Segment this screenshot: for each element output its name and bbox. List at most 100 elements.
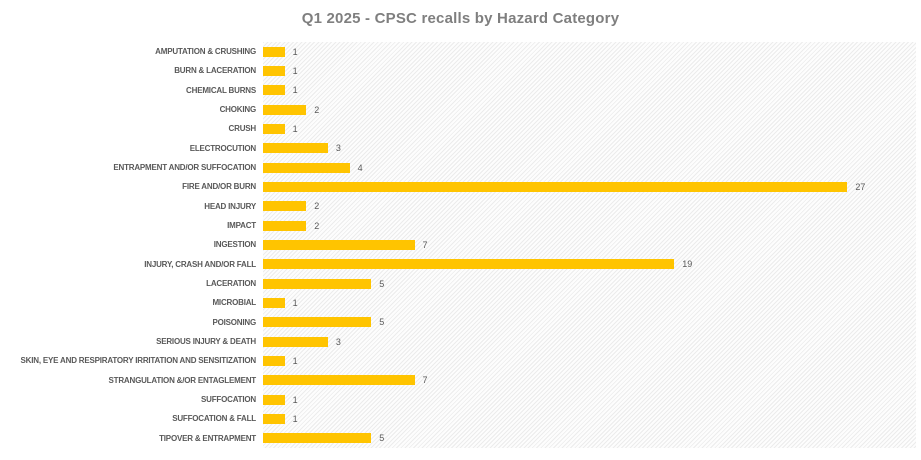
bar-track: 5 xyxy=(263,313,921,332)
bar xyxy=(263,85,285,96)
value-label: 7 xyxy=(422,239,428,250)
bar-track: 4 xyxy=(263,158,921,177)
value-label: 1 xyxy=(292,123,298,134)
bar-track: 1 xyxy=(263,61,921,80)
bar xyxy=(263,336,328,347)
bar xyxy=(263,433,372,444)
category-label: BURN & LACERATION xyxy=(174,66,256,76)
bar-track: 1 xyxy=(263,390,921,409)
chart-title: Q1 2025 - CPSC recalls by Hazard Categor… xyxy=(301,10,620,27)
value-label: 1 xyxy=(292,46,298,57)
category-label: ELECTROCUTION xyxy=(189,143,256,153)
bar-track: 2 xyxy=(263,216,921,235)
chart-row: INGESTION 7 xyxy=(0,235,921,254)
chart-row: LACERATION 5 xyxy=(0,274,921,293)
bar xyxy=(263,201,307,212)
category-label: INJURY, CRASH AND/OR FALL xyxy=(144,259,256,269)
chart-row: MICROBIAL 1 xyxy=(0,293,921,312)
chart-row: IMPACT 2 xyxy=(0,216,921,235)
chart-row: STRANGULATION &/OR ENTAGLEMENT 7 xyxy=(0,371,921,390)
value-label: 1 xyxy=(292,394,298,405)
category-label: SUFFOCATION & FALL xyxy=(172,414,256,424)
chart-row: CHEMICAL BURNS 1 xyxy=(0,81,921,100)
chart-row: POISONING 5 xyxy=(0,313,921,332)
chart-rows: AMPUTATION & CRUSHING 1 BURN & LACERATION 1… xyxy=(0,42,921,448)
bar xyxy=(263,297,285,308)
chart-row: SUFFOCATION & FALL 1 xyxy=(0,409,921,428)
bar-track: 1 xyxy=(263,293,921,312)
category-label: IMPACT xyxy=(227,221,256,231)
chart-row: AMPUTATION & CRUSHING 1 xyxy=(0,42,921,61)
bar-track: 5 xyxy=(263,429,921,448)
category-label: SKIN, EYE AND RESPIRATORY IRRITATION AND… xyxy=(20,356,257,366)
category-label: POISONING xyxy=(212,317,256,327)
value-label: 1 xyxy=(292,355,298,366)
chart-row: SERIOUS INJURY & DEATH 3 xyxy=(0,332,921,351)
value-label: 7 xyxy=(422,375,428,386)
bar-track: 7 xyxy=(263,235,921,254)
bar-track: 7 xyxy=(263,371,921,390)
bar-track: 27 xyxy=(263,177,921,196)
value-label: 2 xyxy=(314,220,320,231)
bar-track: 1 xyxy=(263,409,921,428)
chart-row: SUFFOCATION 1 xyxy=(0,390,921,409)
chart-row: CHOKING 2 xyxy=(0,100,921,119)
bar xyxy=(263,413,285,424)
value-label: 19 xyxy=(682,259,693,270)
category-label: SUFFOCATION xyxy=(201,395,256,405)
chart-row: SKIN, EYE AND RESPIRATORY IRRITATION AND… xyxy=(0,351,921,370)
value-label: 5 xyxy=(379,433,385,444)
bar xyxy=(263,65,285,76)
category-label: ENTRAPMENT AND/OR SUFFOCATION xyxy=(113,163,256,173)
chart-row: CRUSH 1 xyxy=(0,119,921,138)
chart-row: ENTRAPMENT AND/OR SUFFOCATION 4 xyxy=(0,158,921,177)
bar-track: 1 xyxy=(263,42,921,61)
chart-row: FIRE AND/OR BURN 27 xyxy=(0,177,921,196)
value-label: 3 xyxy=(335,336,341,347)
bar xyxy=(263,181,848,192)
bar-track: 1 xyxy=(263,119,921,138)
bar-track: 2 xyxy=(263,197,921,216)
value-label: 2 xyxy=(314,104,320,115)
bar-track: 2 xyxy=(263,100,921,119)
value-label: 27 xyxy=(855,181,866,192)
chart-row: INJURY, CRASH AND/OR FALL 19 xyxy=(0,255,921,274)
bar xyxy=(263,278,372,289)
bar xyxy=(263,239,415,250)
value-label: 3 xyxy=(335,143,341,154)
bar-track: 1 xyxy=(263,81,921,100)
category-label: CHOKING xyxy=(219,105,257,115)
chart-row: HEAD INJURY 2 xyxy=(0,197,921,216)
bar xyxy=(263,104,307,115)
bar xyxy=(263,143,328,154)
bar xyxy=(263,259,675,270)
bar-track: 19 xyxy=(263,255,921,274)
bar xyxy=(263,355,285,366)
bar-track: 1 xyxy=(263,351,921,370)
category-label: HEAD INJURY xyxy=(204,201,256,211)
category-label: INGESTION xyxy=(213,240,256,250)
bar xyxy=(263,46,285,57)
category-label: CRUSH xyxy=(228,124,257,134)
value-label: 1 xyxy=(292,65,298,76)
value-label: 1 xyxy=(292,297,298,308)
category-label: AMPUTATION & CRUSHING xyxy=(155,47,256,57)
value-label: 1 xyxy=(292,413,298,424)
category-label: CHEMICAL BURNS xyxy=(186,85,256,95)
category-label: LACERATION xyxy=(206,279,256,289)
bar xyxy=(263,375,415,386)
chart-row: BURN & LACERATION 1 xyxy=(0,61,921,80)
bar xyxy=(263,220,307,231)
value-label: 1 xyxy=(292,85,298,96)
bar xyxy=(263,162,350,173)
chart-row: TIPOVER & ENTRAPMENT 5 xyxy=(0,429,921,448)
category-label: MICROBIAL xyxy=(212,298,256,308)
category-label: TIPOVER & ENTRAPMENT xyxy=(159,433,256,443)
bar xyxy=(263,317,372,328)
category-label: FIRE AND/OR BURN xyxy=(182,182,256,192)
value-label: 4 xyxy=(357,162,363,173)
bar xyxy=(263,123,285,134)
bar-track: 3 xyxy=(263,332,921,351)
bar xyxy=(263,394,285,405)
bar-track: 5 xyxy=(263,274,921,293)
